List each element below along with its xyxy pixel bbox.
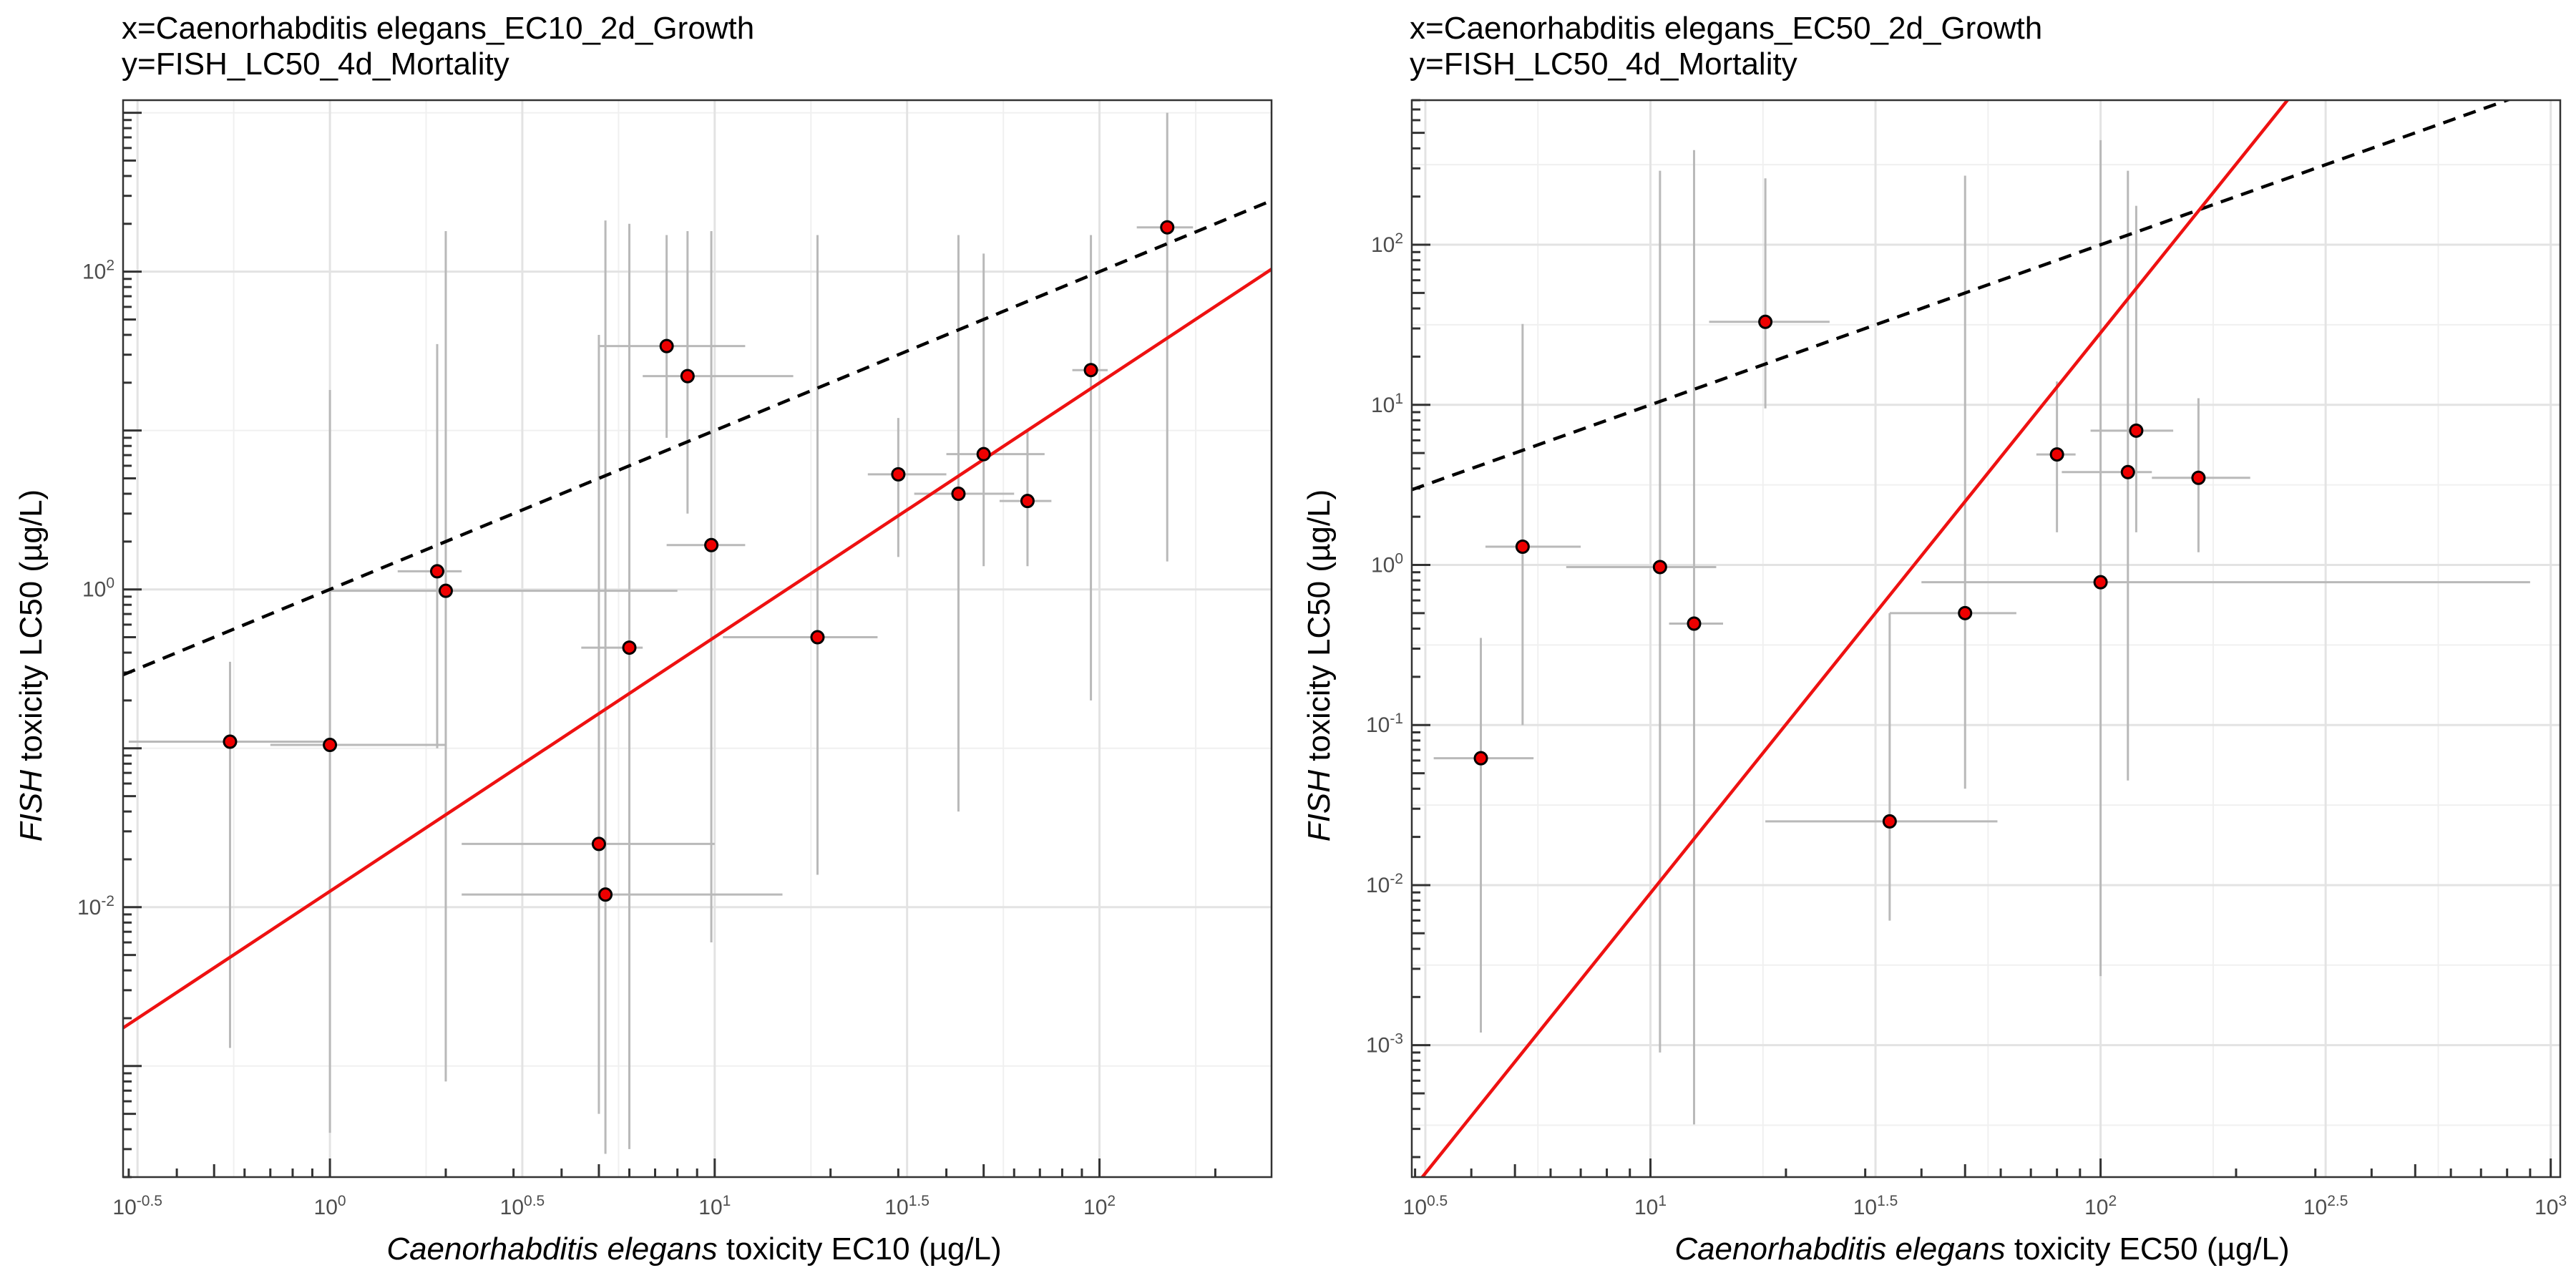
right-chart-data-point <box>1687 616 1702 631</box>
right-chart-y-tick-label: 10-2 <box>1366 871 1403 897</box>
left-chart-x-tick-label: 101 <box>698 1193 731 1219</box>
left-chart-data-point <box>951 487 966 502</box>
right-chart-data-point <box>2093 575 2108 590</box>
left-chart-data-point <box>438 583 453 598</box>
right-chart-y-tick-label: 10-1 <box>1366 711 1403 737</box>
left-chart-frame <box>122 99 1273 1179</box>
left-chart-data-point <box>1160 220 1175 235</box>
right-chart-y-tick-label: 102 <box>1371 230 1403 257</box>
left-chart-x-tick-label: 10-0.5 <box>112 1193 162 1219</box>
right-chart-y-tick-label: 101 <box>1371 391 1403 417</box>
left-chart-data-point <box>591 836 606 852</box>
right-chart-axis-ticks <box>1412 99 2552 1177</box>
right-chart-data-point <box>2120 464 2135 479</box>
right-chart-x-tick-label: 101 <box>1634 1193 1667 1219</box>
right-chart-y-tick-label: 100 <box>1371 550 1403 577</box>
left-chart-grid <box>123 100 1272 1177</box>
right-chart-fit-line <box>1420 100 2290 1177</box>
left-chart-data-point <box>810 630 825 645</box>
left-chart-data-point <box>429 564 444 579</box>
right-chart-title-line1: x=Caenorhabditis elegans_EC50_2d_Growth <box>1410 11 2042 46</box>
left-chart-data-point <box>659 338 674 353</box>
left-chart-x-axis-title: Caenorhabditis elegans toxicity EC10 (µg… <box>386 1231 1001 1267</box>
right-chart-y-axis-title: FISH toxicity LC50 (µg/L) <box>1302 489 1337 841</box>
right-chart-panel: x=Caenorhabditis elegans_EC50_2d_Growth … <box>1302 11 2567 1267</box>
right-chart-x-tick-label: 101.5 <box>1853 1193 1898 1219</box>
right-chart-data-point <box>1652 560 1667 575</box>
left-chart-data-point <box>223 734 238 749</box>
right-chart-data-point <box>1758 314 1773 329</box>
right-chart-data-point <box>2129 423 2144 438</box>
left-chart-plot-area <box>123 112 1272 1154</box>
left-chart-data-point <box>891 467 906 482</box>
left-chart-x-tick-label: 102 <box>1083 1193 1116 1219</box>
left-chart-panel: x=Caenorhabditis elegans_EC10_2d_Growth … <box>14 11 1273 1267</box>
right-chart-x-tick-label: 102 <box>2084 1193 2117 1219</box>
left-chart-title-line1: x=Caenorhabditis elegans_EC10_2d_Growth <box>122 11 754 46</box>
left-chart-data-point <box>598 887 613 902</box>
left-chart-y-tick-label: 100 <box>82 575 114 602</box>
left-chart-data-point <box>680 369 695 384</box>
right-chart-data-point <box>1882 814 1897 829</box>
left-chart-data-point <box>323 738 338 753</box>
left-chart-x-tick-label: 100.5 <box>500 1193 545 1219</box>
left-chart-reference-line <box>123 199 1272 677</box>
left-chart-x-tick-label: 100 <box>314 1193 346 1219</box>
left-chart-y-tick-label: 102 <box>82 258 114 284</box>
left-chart-data-point <box>622 640 637 655</box>
right-chart-data-point <box>1515 540 1530 555</box>
right-chart-reference-line <box>1412 100 2512 492</box>
right-chart-x-axis-title: Caenorhabditis elegans toxicity EC50 (µg… <box>1674 1231 2289 1267</box>
left-chart-fit-line <box>123 268 1272 1030</box>
right-chart-grid <box>1412 100 2560 1177</box>
right-chart-x-tick-label: 100.5 <box>1403 1193 1448 1219</box>
right-chart-data-point <box>1473 751 1488 766</box>
right-chart-x-tick-label: 102.5 <box>2303 1193 2348 1219</box>
left-chart-data-point <box>1083 363 1098 378</box>
right-chart-data-point <box>2049 447 2064 462</box>
right-chart-x-tick-label: 103 <box>2534 1193 2567 1219</box>
right-chart-frame <box>1410 99 2562 1179</box>
left-chart-data-point <box>704 537 719 552</box>
right-chart-y-tick-label: 10-3 <box>1366 1031 1403 1058</box>
left-chart-x-tick-label: 101.5 <box>884 1193 930 1219</box>
right-chart-title-line2: y=FISH_LC50_4d_Mortality <box>1410 47 1797 82</box>
right-chart-data-point <box>1958 605 1973 620</box>
left-chart-data-point <box>1020 494 1035 509</box>
left-chart-y-axis-title: FISH toxicity LC50 (µg/L) <box>14 489 49 841</box>
left-chart-title-line2: y=FISH_LC50_4d_Mortality <box>122 47 509 82</box>
left-chart-y-tick-label: 10-2 <box>77 893 114 919</box>
right-chart-data-point <box>2191 470 2206 485</box>
right-chart-plot-area <box>1412 100 2530 1177</box>
left-chart-data-point <box>976 447 991 462</box>
